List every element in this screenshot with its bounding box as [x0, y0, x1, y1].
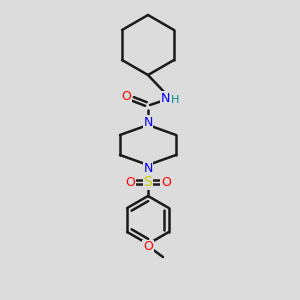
Text: S: S	[144, 175, 152, 189]
Text: N: N	[160, 92, 170, 104]
Text: O: O	[161, 176, 171, 188]
Text: O: O	[125, 176, 135, 188]
Text: H: H	[171, 95, 179, 105]
Text: N: N	[143, 161, 153, 175]
Text: O: O	[143, 241, 153, 254]
Text: O: O	[121, 89, 131, 103]
Text: N: N	[143, 116, 153, 128]
